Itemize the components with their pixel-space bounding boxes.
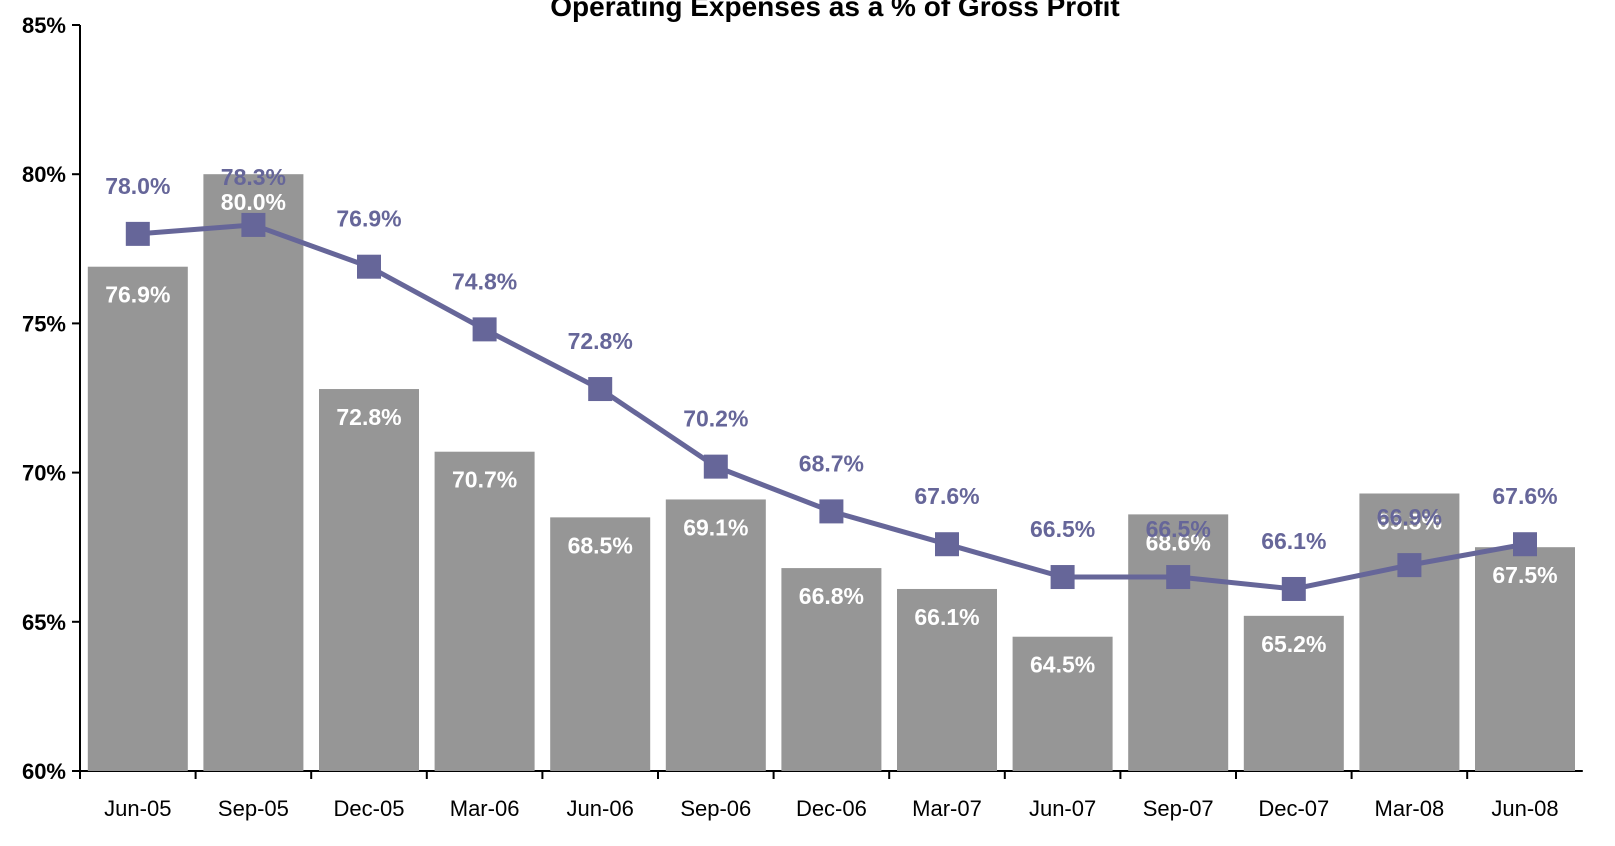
- marker: [703, 454, 728, 479]
- bar-label: 69.3%: [1377, 508, 1442, 534]
- marker: [935, 532, 959, 557]
- line-label: 74.8%: [452, 268, 517, 294]
- x-tick-label: Jun-08: [1491, 796, 1558, 821]
- x-tick-label: Mar-07: [912, 796, 982, 821]
- y-tick-label: 85%: [22, 13, 66, 38]
- line-label: 78.3%: [221, 164, 286, 190]
- line-label: 76.9%: [336, 206, 401, 232]
- bar-label: 66.1%: [914, 604, 979, 630]
- line-label: 67.6%: [1492, 483, 1557, 509]
- line-label: 72.8%: [568, 328, 633, 354]
- x-tick-label: Mar-06: [450, 796, 520, 821]
- bar: [897, 588, 997, 771]
- x-tick-label: Dec-06: [796, 796, 867, 821]
- x-tick-label: Jun-07: [1029, 796, 1096, 821]
- marker: [1050, 565, 1075, 590]
- bar: [1359, 493, 1460, 771]
- bar-label: 67.5%: [1492, 562, 1557, 588]
- x-tick-label: Mar-08: [1375, 796, 1445, 821]
- y-tick-label: 70%: [22, 461, 66, 486]
- bar: [1128, 514, 1229, 771]
- line-label: 66.1%: [1261, 528, 1326, 554]
- bar-label: 68.6%: [1146, 529, 1211, 555]
- bar-label: 70.7%: [452, 467, 517, 493]
- bar-label: 68.5%: [568, 532, 633, 558]
- bar-label: 72.8%: [336, 404, 401, 430]
- x-tick-label: Jun-05: [104, 796, 171, 821]
- bar: [87, 266, 188, 771]
- x-tick-label: Sep-06: [680, 796, 751, 821]
- y-tick-label: 60%: [22, 759, 66, 784]
- bar: [781, 568, 882, 771]
- x-tick-label: Jun-06: [567, 796, 634, 821]
- line-label: 70.2%: [683, 406, 748, 432]
- marker: [1513, 532, 1537, 557]
- line-label: 78.0%: [105, 173, 170, 199]
- bar: [319, 389, 419, 771]
- bar: [1243, 615, 1344, 771]
- y-tick-label: 75%: [22, 311, 66, 336]
- marker: [1281, 576, 1306, 601]
- line-label: 66.5%: [1030, 516, 1095, 542]
- chart-title: Operating Expenses as a % of Gross Profi…: [550, 0, 1120, 22]
- bar: [1475, 547, 1575, 771]
- bar-label: 69.1%: [683, 514, 748, 540]
- marker: [1397, 553, 1422, 578]
- bar: [1012, 636, 1113, 771]
- bar-label: 76.9%: [105, 282, 170, 308]
- bar-label: 80.0%: [221, 189, 286, 215]
- bar: [665, 499, 766, 771]
- marker: [1166, 565, 1191, 590]
- marker: [472, 317, 497, 342]
- x-tick-label: Sep-05: [218, 796, 289, 821]
- bar: [203, 174, 304, 771]
- line-label: 66.5%: [1146, 516, 1211, 542]
- y-tick-label: 65%: [22, 610, 66, 635]
- bar: [550, 517, 651, 771]
- x-tick-label: Dec-05: [334, 796, 405, 821]
- bar: [434, 451, 535, 771]
- bar-label: 66.8%: [799, 583, 864, 609]
- bar-label: 64.5%: [1030, 652, 1095, 678]
- marker: [819, 499, 844, 524]
- marker: [588, 377, 613, 402]
- marker: [241, 212, 266, 237]
- line-label: 68.7%: [799, 450, 864, 476]
- y-tick-label: 80%: [22, 162, 66, 187]
- x-tick-label: Sep-07: [1143, 796, 1214, 821]
- line-label: 66.9%: [1377, 504, 1442, 530]
- x-tick-label: Dec-07: [1258, 796, 1329, 821]
- marker: [125, 221, 150, 246]
- marker: [357, 254, 381, 279]
- line-label: 67.6%: [914, 483, 979, 509]
- bar-label: 65.2%: [1261, 631, 1326, 657]
